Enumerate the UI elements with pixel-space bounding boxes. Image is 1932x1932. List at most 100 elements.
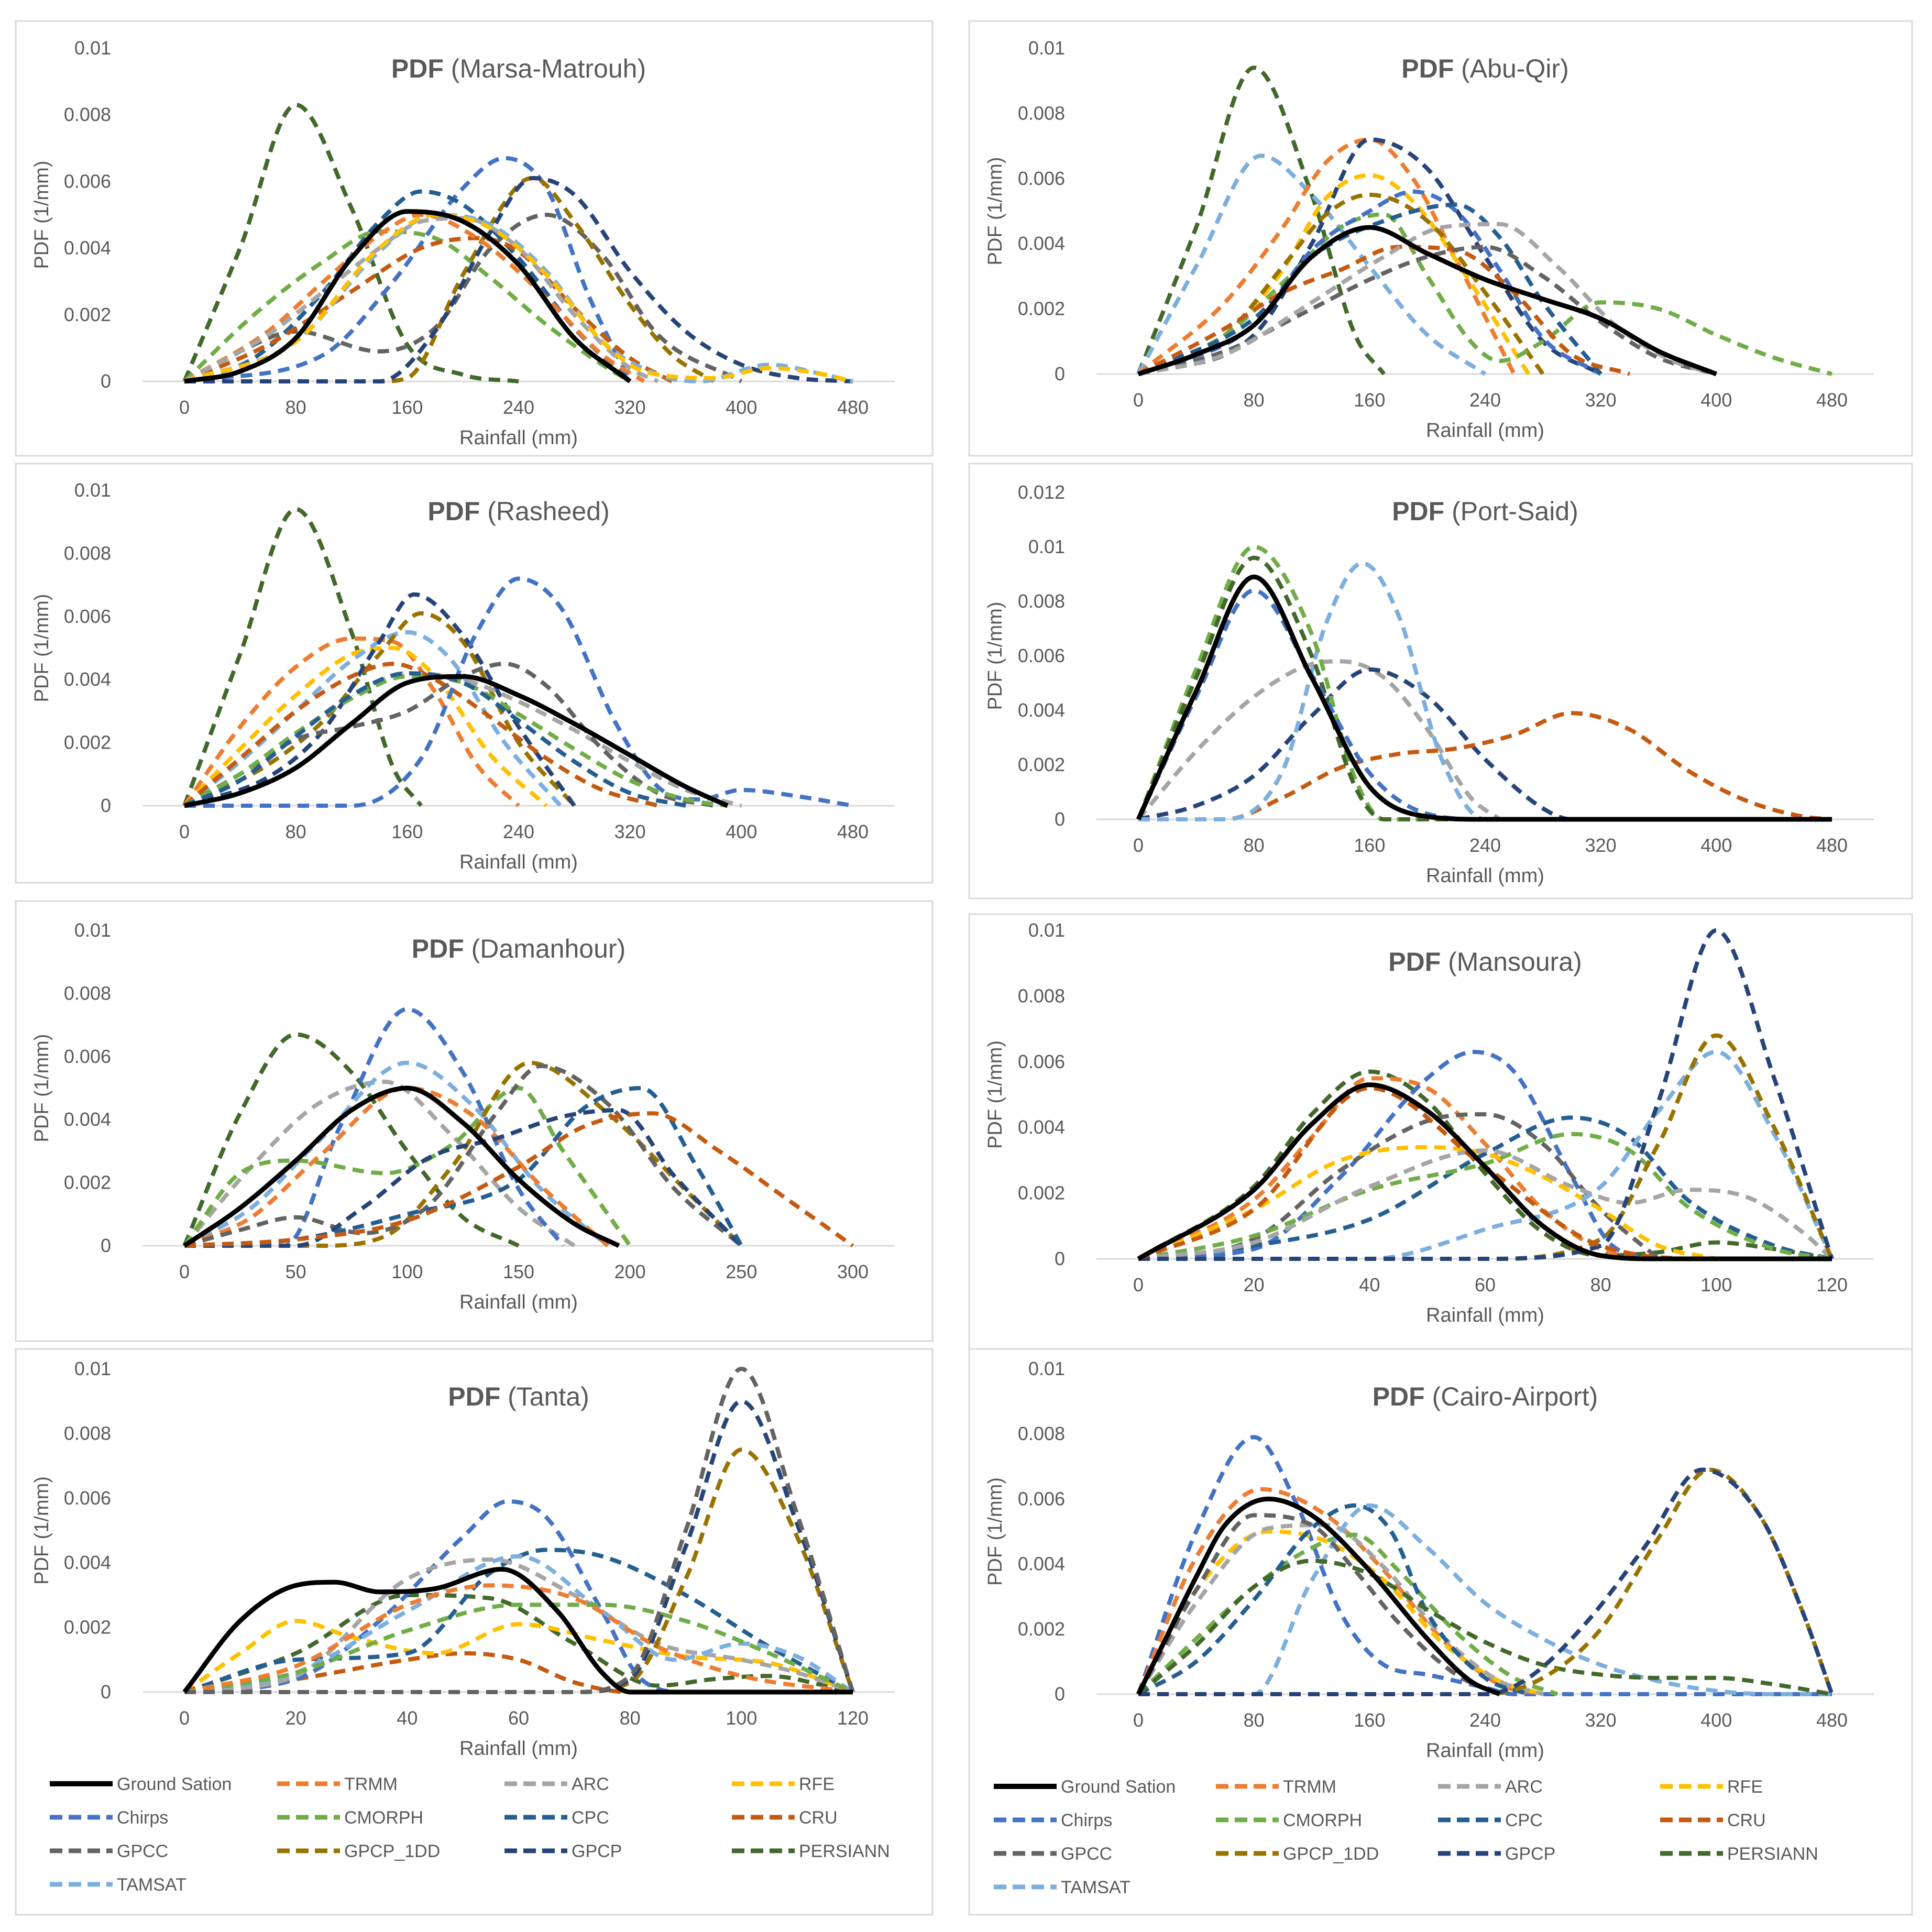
series-line-persiann	[182, 103, 519, 383]
y-axis-title: PDF (1/mm)	[31, 594, 53, 702]
chart-title: PDF (Cairo-Airport)	[1373, 1382, 1598, 1411]
series-group	[1136, 65, 1833, 377]
x-tick-label: 20	[1244, 1274, 1265, 1296]
series-line-rfe	[1137, 1145, 1717, 1261]
series-line-gpcc	[183, 213, 743, 383]
x-tick-label: 240	[503, 821, 534, 842]
chart-title-bold: PDF	[1373, 1382, 1425, 1411]
y-axis-title: PDF (1/mm)	[984, 1040, 1006, 1149]
x-tick-label: 160	[391, 397, 423, 418]
series-line-trmm	[182, 636, 520, 807]
x-axis-title: Rainfall (mm)	[1426, 1304, 1544, 1326]
chart-panel: 0 0.002 0.004 0.006 0.008 0.01 0 20 40 60 80 100 120…	[968, 913, 1913, 1355]
x-tick-label: 60	[508, 1707, 529, 1729]
series-line-gpcp	[183, 592, 576, 808]
x-tick-label: 150	[503, 1261, 534, 1282]
y-tick-label: 0.01	[74, 479, 111, 501]
series-line-trmm	[1137, 1076, 1659, 1261]
x-tick-label: 400	[726, 397, 757, 418]
x-tick-label: 480	[837, 821, 869, 842]
x-tick-label: 400	[1700, 835, 1732, 856]
chart-title: PDF (Marsa-Matrouh)	[391, 54, 646, 83]
chart-panel: 0 0.002 0.004 0.006 0.008 0.01 0 80 160 240 320 400…	[968, 20, 1913, 457]
x-tick-label: 320	[614, 821, 646, 842]
series-line-tamsat	[1138, 561, 1832, 822]
x-tick-label: 320	[614, 397, 646, 418]
y-tick-label: 0	[101, 1235, 111, 1256]
x-tick-label: 320	[1585, 835, 1617, 856]
series-line-arc	[1138, 1148, 1834, 1261]
chart-frame	[968, 463, 1913, 899]
series-group	[1136, 545, 1832, 822]
x-tick-label: 0	[179, 821, 190, 842]
x-tick-label: 0	[1133, 1274, 1144, 1296]
series-line-persiann	[183, 1593, 853, 1694]
legend-label: ARC	[1505, 1777, 1543, 1797]
y-tick-label: 0.008	[1018, 590, 1065, 612]
x-tick-label: 0	[1133, 835, 1144, 856]
y-tick-label: 0.002	[1018, 754, 1065, 775]
series-line-persiann	[182, 1032, 520, 1248]
legend-label: GPCP	[572, 1841, 622, 1861]
x-tick-label: 80	[1244, 1709, 1265, 1731]
x-axis-title: Rainfall (mm)	[459, 1738, 578, 1760]
y-tick-label: 0.006	[1018, 168, 1065, 189]
x-tick-label: 240	[503, 397, 534, 418]
series-line-tamsat	[183, 630, 562, 808]
x-tick-label: 400	[1700, 389, 1732, 411]
series-line-ground-sation	[1137, 1082, 1832, 1261]
x-tick-label: 60	[1475, 1274, 1496, 1296]
series-line-gpcp-1dd	[183, 611, 576, 808]
x-tick-label: 320	[1585, 1709, 1617, 1731]
series-line-arc	[183, 216, 659, 383]
series-group	[182, 1007, 854, 1248]
chart-title-station: (Abu-Qir)	[1454, 54, 1568, 83]
series-line-ground-sation	[1136, 574, 1832, 822]
legend-label: PERSIANN	[799, 1841, 890, 1861]
x-tick-label: 480	[1816, 389, 1848, 411]
chart-title-station: (Port-Said)	[1444, 497, 1578, 526]
legend-label: Chirps	[1061, 1810, 1112, 1830]
y-tick-label: 0.006	[64, 170, 111, 192]
x-tick-label: 250	[726, 1261, 757, 1282]
y-tick-label: 0.006	[1018, 1488, 1065, 1509]
y-tick-label: 0.008	[1018, 1423, 1065, 1444]
legend-label: GPCP	[1505, 1844, 1555, 1864]
x-tick-label: 100	[726, 1707, 757, 1729]
series-line-trmm	[183, 1086, 609, 1248]
series-line-cmorph	[1137, 1532, 1558, 1696]
legend-label: PERSIANN	[1727, 1844, 1818, 1864]
chart-title-bold: PDF	[412, 934, 464, 963]
x-tick-label: 200	[614, 1261, 646, 1282]
chart-title-station: (Marsa-Matrouh)	[444, 54, 646, 83]
x-tick-label: 480	[1816, 1709, 1848, 1731]
series-group	[1136, 1435, 1834, 1697]
series-line-rfe	[183, 213, 853, 383]
y-tick-label: 0.008	[64, 542, 111, 564]
x-axis-title: Rainfall (mm)	[1426, 420, 1544, 442]
legend-label: GPCP_1DD	[344, 1841, 440, 1861]
series-line-cmorph	[183, 674, 728, 808]
series-line-persiann	[1137, 1558, 1832, 1696]
series-line-persiann	[182, 507, 423, 807]
x-tick-label: 240	[1469, 835, 1501, 856]
y-tick-label: 0.002	[64, 304, 111, 325]
y-tick-label: 0.002	[1018, 1182, 1065, 1204]
x-tick-label: 80	[286, 821, 306, 842]
series-line-gpcp	[1138, 928, 1834, 1261]
x-tick-label: 480	[837, 397, 869, 418]
chart-frame	[968, 913, 1913, 1355]
series-line-cru	[183, 236, 673, 383]
series-line-gpcc	[1136, 1513, 1501, 1696]
series-group	[182, 507, 853, 808]
series-line-tamsat	[184, 1554, 854, 1694]
y-tick-label: 0.002	[1018, 298, 1065, 320]
x-tick-label: 20	[286, 1707, 306, 1729]
y-tick-label: 0.012	[1018, 481, 1065, 503]
x-tick-label: 240	[1469, 389, 1501, 411]
series-line-cpc	[183, 1547, 854, 1694]
legend-label: CRU	[799, 1808, 838, 1828]
x-tick-label: 100	[1700, 1274, 1732, 1296]
chart-title-station: (Cairo-Airport)	[1425, 1382, 1598, 1411]
